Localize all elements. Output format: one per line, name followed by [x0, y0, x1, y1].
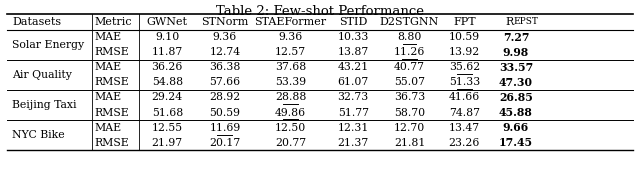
Text: 9.66: 9.66	[503, 122, 529, 133]
Text: MAE: MAE	[95, 62, 122, 72]
Text: 12.50: 12.50	[275, 123, 306, 133]
Text: MAE: MAE	[95, 123, 122, 133]
Text: 7.27: 7.27	[502, 32, 529, 43]
Text: 35.62: 35.62	[449, 62, 480, 72]
Text: FPT: FPT	[453, 17, 476, 27]
Text: 20.77: 20.77	[275, 138, 306, 148]
Text: 51.77: 51.77	[338, 107, 369, 117]
Text: 36.73: 36.73	[394, 92, 425, 102]
Text: R: R	[505, 17, 513, 27]
Text: 12.31: 12.31	[337, 123, 369, 133]
Text: 21.97: 21.97	[152, 138, 183, 148]
Text: 9.98: 9.98	[503, 47, 529, 58]
Text: 40.77: 40.77	[394, 62, 425, 72]
Text: MAE: MAE	[95, 32, 122, 42]
Text: Solar Energy: Solar Energy	[12, 40, 84, 50]
Text: 37.68: 37.68	[275, 62, 306, 72]
Text: 33.57: 33.57	[499, 62, 533, 73]
Text: 12.57: 12.57	[275, 47, 306, 57]
Text: 13.87: 13.87	[337, 47, 369, 57]
Text: 28.92: 28.92	[209, 92, 241, 102]
Text: 55.07: 55.07	[394, 77, 425, 87]
Text: 61.07: 61.07	[337, 77, 369, 87]
Text: 74.87: 74.87	[449, 107, 480, 117]
Text: 9.10: 9.10	[155, 32, 179, 42]
Text: 32.73: 32.73	[337, 92, 369, 102]
Text: 51.33: 51.33	[449, 77, 480, 87]
Text: 13.92: 13.92	[449, 47, 480, 57]
Text: 21.81: 21.81	[394, 138, 425, 148]
Text: Beijing Taxi: Beijing Taxi	[12, 100, 77, 110]
Text: Air Quality: Air Quality	[12, 70, 72, 80]
Text: 36.38: 36.38	[209, 62, 241, 72]
Text: 11.26: 11.26	[394, 47, 425, 57]
Text: 21.37: 21.37	[337, 138, 369, 148]
Text: 9.36: 9.36	[278, 32, 303, 42]
Text: 58.70: 58.70	[394, 107, 425, 117]
Text: RMSE: RMSE	[95, 77, 129, 87]
Text: EPST: EPST	[513, 17, 538, 26]
Text: GWNet: GWNet	[147, 17, 188, 27]
Text: 23.26: 23.26	[449, 138, 480, 148]
Text: 43.21: 43.21	[337, 62, 369, 72]
Text: 49.86: 49.86	[275, 107, 306, 117]
Text: NYC Bike: NYC Bike	[12, 130, 65, 140]
Text: 9.36: 9.36	[212, 32, 237, 42]
Text: RMSE: RMSE	[95, 47, 129, 57]
Text: 10.59: 10.59	[449, 32, 480, 42]
Text: 28.88: 28.88	[275, 92, 307, 102]
Text: 26.85: 26.85	[499, 92, 533, 103]
Text: 47.30: 47.30	[499, 77, 533, 88]
Text: 51.68: 51.68	[152, 107, 183, 117]
Text: 53.39: 53.39	[275, 77, 306, 87]
Text: 8.80: 8.80	[397, 32, 422, 42]
Text: Metric: Metric	[95, 17, 132, 27]
Text: 11.87: 11.87	[152, 47, 183, 57]
Text: RMSE: RMSE	[95, 107, 129, 117]
Text: RMSE: RMSE	[95, 138, 129, 148]
Text: 57.66: 57.66	[209, 77, 241, 87]
Text: STNorm: STNorm	[201, 17, 248, 27]
Text: 41.66: 41.66	[449, 92, 480, 102]
Text: STID: STID	[339, 17, 367, 27]
Text: 17.45: 17.45	[499, 137, 533, 148]
Text: 45.88: 45.88	[499, 107, 533, 118]
Text: 13.47: 13.47	[449, 123, 480, 133]
Text: 12.74: 12.74	[209, 47, 241, 57]
Text: 12.55: 12.55	[152, 123, 183, 133]
Text: STAEFormer: STAEFormer	[255, 17, 326, 27]
Text: 11.69: 11.69	[209, 123, 241, 133]
Text: 29.24: 29.24	[152, 92, 183, 102]
Text: 20.17: 20.17	[209, 138, 241, 148]
Text: 36.26: 36.26	[152, 62, 183, 72]
Text: 10.33: 10.33	[337, 32, 369, 42]
Text: Table 2: Few-shot Performance: Table 2: Few-shot Performance	[216, 5, 424, 18]
Text: 54.88: 54.88	[152, 77, 183, 87]
Text: 50.59: 50.59	[209, 107, 241, 117]
Text: 12.70: 12.70	[394, 123, 425, 133]
Text: D2STGNN: D2STGNN	[380, 17, 439, 27]
Text: Datasets: Datasets	[12, 17, 61, 27]
Text: MAE: MAE	[95, 92, 122, 102]
